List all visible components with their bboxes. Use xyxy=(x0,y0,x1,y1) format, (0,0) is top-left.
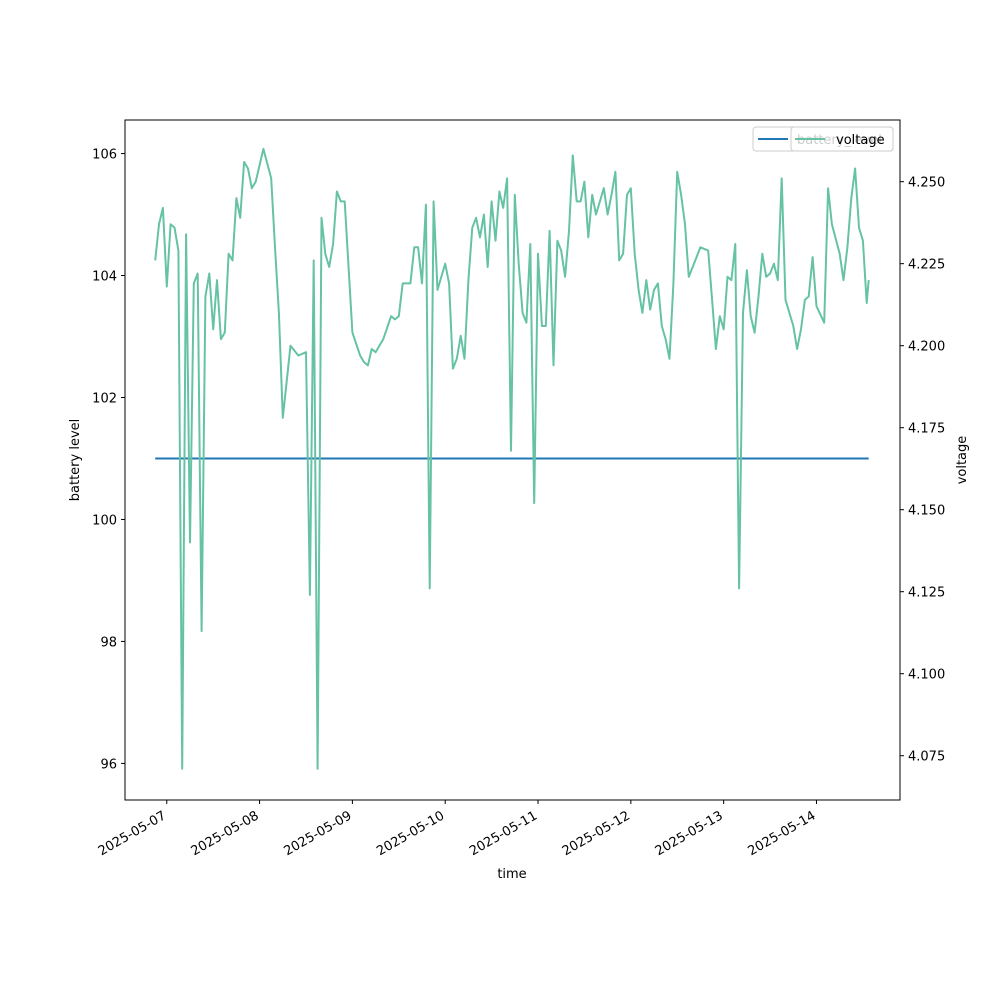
x-axis-title: time xyxy=(497,867,526,882)
right-y-axis-title: voltage xyxy=(955,436,970,485)
legend-voltage-label: voltage xyxy=(836,133,885,148)
left-y-axis: 96 98 100 102 104 106 xyxy=(92,148,125,772)
left-y-tick-label: 96 xyxy=(100,757,117,772)
legend-voltage-box xyxy=(790,126,894,152)
plot-frame xyxy=(124,119,901,801)
left-y-tick-label: 102 xyxy=(92,391,117,406)
right-y-tick-label: 4.075 xyxy=(908,750,945,765)
right-y-tick-label: 4.225 xyxy=(908,258,945,273)
left-y-axis-title: battery level xyxy=(68,419,83,502)
plot-layer xyxy=(154,147,870,770)
left-y-tick-label: 98 xyxy=(100,635,117,650)
right-y-tick-label: 4.125 xyxy=(908,586,945,601)
right-y-axis: 4.075 4.100 4.125 4.150 4.175 4.200 4.225 4.250 xyxy=(900,176,945,765)
left-y-tick-label: 106 xyxy=(92,148,117,163)
series-line-voltage xyxy=(154,147,870,770)
right-y-tick-label: 4.175 xyxy=(908,422,945,437)
right-y-tick-label: 4.250 xyxy=(908,176,945,191)
right-y-tick-label: 4.100 xyxy=(908,668,945,683)
right-y-tick-label: 4.150 xyxy=(908,504,945,519)
left-y-tick-label: 100 xyxy=(92,513,117,528)
left-y-tick-label: 104 xyxy=(92,270,117,285)
legend-voltage: voltage xyxy=(790,126,894,152)
right-y-tick-label: 4.200 xyxy=(908,340,945,355)
